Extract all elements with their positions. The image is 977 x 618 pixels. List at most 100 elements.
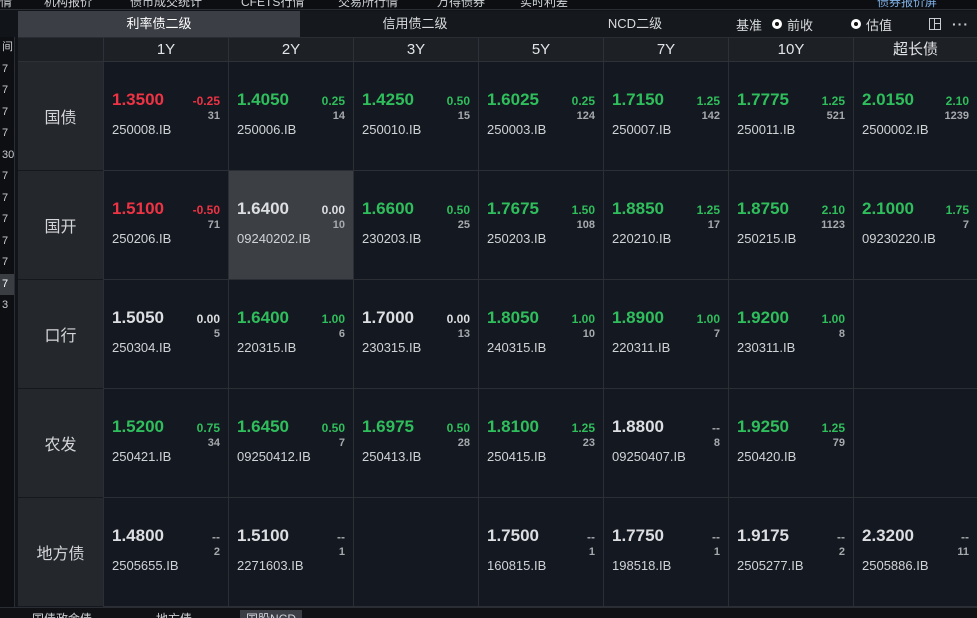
tab-credit-bond-secondary[interactable]: 信用债二级 <box>382 16 448 31</box>
bond-code: 250420.IB <box>737 449 797 464</box>
top-menu-item[interactable]: 债市成交统计 <box>130 0 203 9</box>
quote-cell[interactable]: 1.7150 1.25 142 250007.IB <box>603 62 728 171</box>
quote-cell[interactable]: 1.7775 1.25 521 250011.IB <box>728 62 853 171</box>
trade-count: 521 <box>826 110 845 122</box>
tab-rate-bond-secondary[interactable]: 利率债二级 <box>18 11 300 37</box>
change-bp: 2.10 <box>945 94 969 108</box>
quote-cell[interactable]: 1.8750 2.10 1123 250215.IB <box>728 171 853 280</box>
top-menu-item[interactable]: 实时利差 <box>520 0 569 9</box>
quote-cell[interactable]: 1.4800 -- 2 2505655.IB <box>103 498 228 607</box>
bond-code: 250415.IB <box>487 449 547 464</box>
bond-quote-screen-link[interactable]: 债券报价屏 <box>877 0 938 9</box>
quote-cell[interactable]: 1.8050 1.00 10 240315.IB <box>478 280 603 389</box>
column-header-ultra-long[interactable]: 超长债 <box>853 38 977 61</box>
radio-previous-close[interactable]: 前收 <box>772 15 813 34</box>
row-label: 口行 <box>18 280 103 389</box>
quote-cell[interactable]: 1.6600 0.50 25 230203.IB <box>353 171 478 280</box>
column-header-5y[interactable]: 5Y <box>478 38 603 61</box>
quote-cell[interactable]: 2.3200 -- 11 2505886.IB <box>853 498 977 607</box>
trade-count: 71 <box>207 219 220 231</box>
bond-code: 250011.IB <box>737 122 796 137</box>
column-header-10y[interactable]: 10Y <box>728 38 853 61</box>
quote-cell[interactable]: 1.7500 -- 1 160815.IB <box>478 498 603 607</box>
trade-count: 5 <box>213 328 220 340</box>
column-header-2y[interactable]: 2Y <box>228 38 353 61</box>
bond-code: 250421.IB <box>112 449 172 464</box>
quote-cell[interactable]: 1.5200 0.75 34 250421.IB <box>103 389 228 498</box>
quote-cell[interactable]: 1.4050 0.25 14 250006.IB <box>228 62 353 171</box>
top-menu-item[interactable]: 交易所行情 <box>338 0 399 9</box>
quote-cell[interactable]: 1.9175 -- 2 2505277.IB <box>728 498 853 607</box>
change-bp: 1.00 <box>321 312 345 326</box>
quote-cell[interactable]: 1.7750 -- 1 198518.IB <box>603 498 728 607</box>
quote-cell[interactable]: 1.3500 -0.25 31 250008.IB <box>103 62 228 171</box>
bottom-tab-active[interactable]: 国股NCD <box>240 610 302 618</box>
bottom-tab-bar: 国债政金债 地方债 国股NCD <box>0 607 977 618</box>
quote-cell[interactable]: 1.9200 1.00 8 230311.IB <box>728 280 853 389</box>
bottom-tab[interactable]: 地方债 <box>156 610 192 618</box>
bond-code: 250304.IB <box>112 340 172 355</box>
bond-code: 250006.IB <box>237 122 297 137</box>
yield-value: 2.3200 <box>862 526 914 545</box>
change-bp: 1.00 <box>571 312 595 326</box>
yield-value: 1.8750 <box>737 199 789 218</box>
quote-cell[interactable]: 1.8800 -- 8 09250407.IB <box>603 389 728 498</box>
radio-previous-close-label: 前收 <box>787 17 814 33</box>
column-header-7y[interactable]: 7Y <box>603 38 728 61</box>
yield-value: 1.8900 <box>612 308 664 327</box>
column-header-3y[interactable]: 3Y <box>353 38 478 61</box>
trade-count: 1 <box>588 546 595 558</box>
yield-value: 1.7750 <box>612 526 664 545</box>
column-header-1y[interactable]: 1Y <box>103 38 228 61</box>
change-bp: 0.25 <box>321 94 345 108</box>
bond-code: 09250407.IB <box>612 449 686 464</box>
more-icon[interactable]: ··· <box>952 16 969 32</box>
top-menu-item[interactable]: 情 <box>0 0 13 9</box>
quote-cell[interactable]: 1.6025 0.25 124 250003.IB <box>478 62 603 171</box>
change-bp: 0.50 <box>446 94 470 108</box>
empty-quote-cell <box>853 280 977 389</box>
trade-count: 11 <box>957 546 969 558</box>
quote-cell[interactable]: 1.7675 1.50 108 250203.IB <box>478 171 603 280</box>
change-bp: -- <box>212 530 220 544</box>
yield-value: 1.6450 <box>237 417 289 436</box>
change-bp: -0.50 <box>192 203 220 217</box>
trade-count: 1 <box>713 546 720 558</box>
quote-cell[interactable]: 1.8850 1.25 17 220210.IB <box>603 171 728 280</box>
quote-cell[interactable]: 1.9250 1.25 79 250420.IB <box>728 389 853 498</box>
bond-code: 220311.IB <box>612 340 671 355</box>
bond-code: 220210.IB <box>612 231 672 246</box>
quote-cell[interactable]: 1.5100 -- 1 2271603.IB <box>228 498 353 607</box>
top-menu-item[interactable]: 万得债券 <box>437 0 486 9</box>
radio-valuation[interactable]: 估值 <box>851 15 892 34</box>
top-menu-item[interactable]: 机构报价 <box>44 0 93 9</box>
quote-cell[interactable]: 2.0150 2.10 1239 2500002.IB <box>853 62 977 171</box>
bond-code: 2505277.IB <box>737 558 804 573</box>
quote-cell[interactable]: 1.6400 1.00 6 220315.IB <box>228 280 353 389</box>
radio-checked-icon <box>772 19 783 29</box>
quote-cell[interactable]: 2.1000 1.75 7 09230220.IB <box>853 171 977 280</box>
quote-cell[interactable]: 1.6450 0.50 7 09250412.IB <box>228 389 353 498</box>
yield-value: 1.7000 <box>362 308 414 327</box>
quote-cell[interactable]: 1.5050 0.00 5 250304.IB <box>103 280 228 389</box>
quote-cell[interactable]: 1.5100 -0.50 71 250206.IB <box>103 171 228 280</box>
quote-cell[interactable]: 1.8900 1.00 7 220311.IB <box>603 280 728 389</box>
change-bp: 1.50 <box>571 203 595 217</box>
change-bp: 0.25 <box>571 94 595 108</box>
layout-icon[interactable] <box>929 18 941 30</box>
left-strip-cell-selected[interactable]: 7 <box>0 273 14 295</box>
row-label: 地方债 <box>18 498 103 607</box>
tab-ncd-secondary[interactable]: NCD二级 <box>607 16 663 31</box>
bottom-tab[interactable]: 国债政金债 <box>32 610 92 618</box>
left-strip-cell: 7 <box>2 234 9 247</box>
quote-cell[interactable]: 1.4250 0.50 15 250010.IB <box>353 62 478 171</box>
top-menu-item[interactable]: CFETS行情 <box>241 0 305 9</box>
bond-code: 160815.IB <box>487 558 547 573</box>
quote-cell[interactable]: 1.6400 0.00 10 09240202.IB <box>228 171 353 280</box>
bond-code: 09240202.IB <box>237 231 311 246</box>
change-bp: 0.50 <box>321 421 345 435</box>
yield-value: 2.1000 <box>862 199 914 218</box>
quote-cell[interactable]: 1.6975 0.50 28 250413.IB <box>353 389 478 498</box>
quote-cell[interactable]: 1.7000 0.00 13 230315.IB <box>353 280 478 389</box>
quote-cell[interactable]: 1.8100 1.25 23 250415.IB <box>478 389 603 498</box>
